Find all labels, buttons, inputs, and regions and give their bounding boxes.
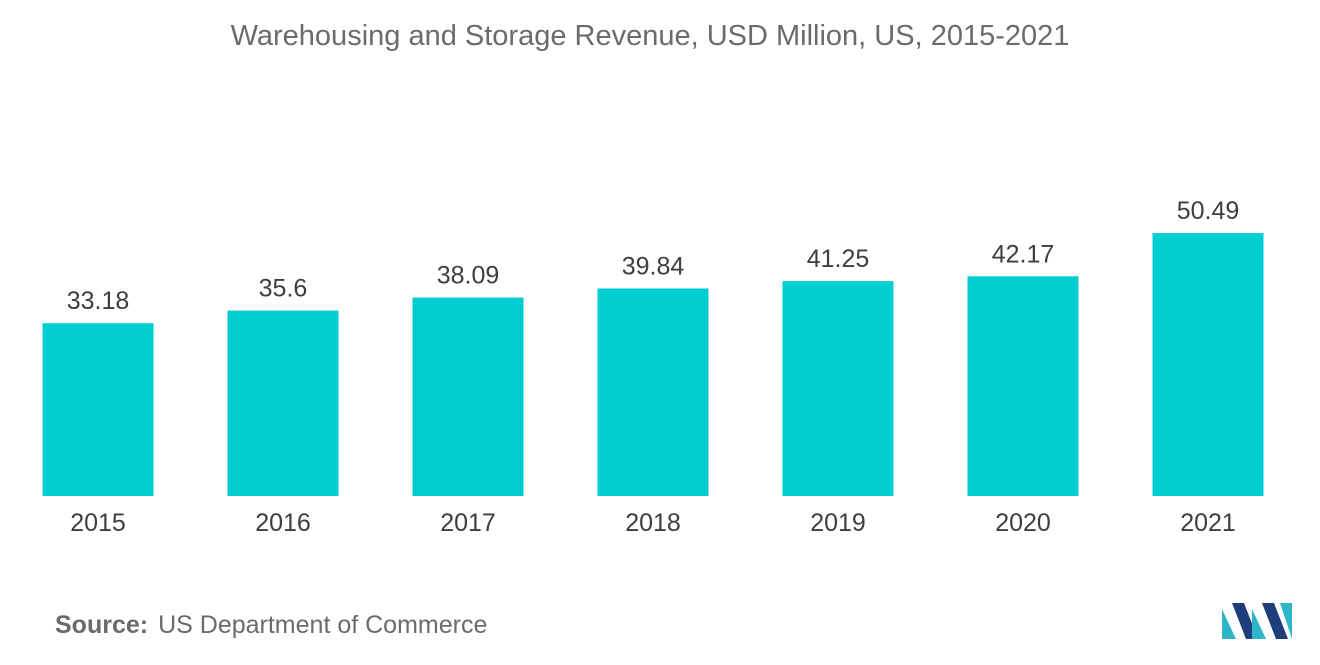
mordor-intelligence-logo-icon <box>1222 603 1292 639</box>
bar-2020 <box>967 276 1079 496</box>
x-tick-label-2017: 2017 <box>440 509 496 537</box>
source-text: US Department of Commerce <box>158 611 488 639</box>
source-label: Source: <box>55 611 149 639</box>
x-tick-label-2015: 2015 <box>70 509 126 537</box>
x-tick-label-2019: 2019 <box>810 509 866 537</box>
x-tick-label-2018: 2018 <box>625 509 681 537</box>
bar-2021 <box>1152 233 1264 496</box>
x-tick-label-2016: 2016 <box>255 509 311 537</box>
value-label-2020: 42.17 <box>992 240 1055 268</box>
value-label-2018: 39.84 <box>622 253 685 281</box>
x-tick-label-2020: 2020 <box>995 509 1051 537</box>
value-labels-layer: 33.18 35.6 38.09 39.84 41.25 42.17 50.49 <box>67 197 1240 315</box>
value-label-2015: 33.18 <box>67 287 130 315</box>
value-label-2021: 50.49 <box>1177 197 1240 225</box>
bar-2019 <box>782 281 894 496</box>
bar-2016 <box>227 310 339 496</box>
x-tick-label-2021: 2021 <box>1180 509 1236 537</box>
bar-2015 <box>42 323 154 496</box>
value-label-2016: 35.6 <box>259 275 308 303</box>
bar-2018 <box>597 288 709 496</box>
value-label-2019: 41.25 <box>807 245 870 273</box>
chart-title: Warehousing and Storage Revenue, USD Mil… <box>230 20 1070 52</box>
source-note: Source: US Department of Commerce <box>55 611 487 640</box>
bar-2017 <box>412 297 524 496</box>
bars-layer <box>42 233 1264 496</box>
x-axis-tick-labels: 2015 2016 2017 2018 2019 2020 2021 <box>70 509 1236 537</box>
value-label-2017: 38.09 <box>437 262 500 290</box>
